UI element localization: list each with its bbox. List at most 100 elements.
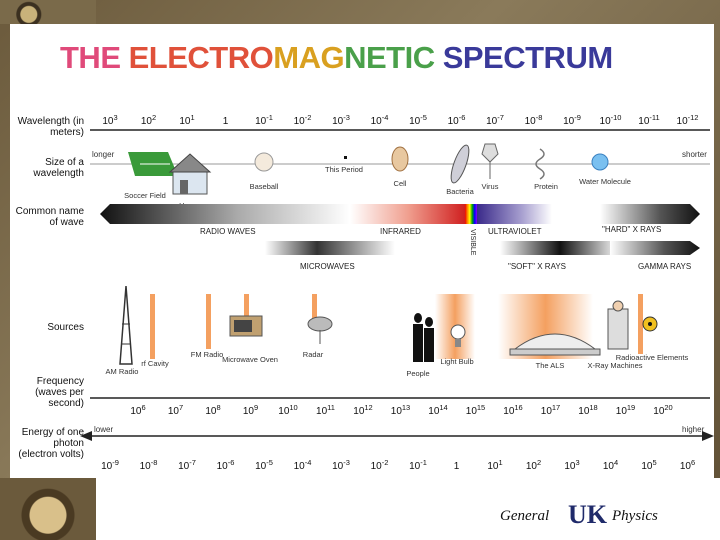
virus-icon [481,143,499,179]
source-label: People [406,369,429,378]
microwave-bar [244,294,249,324]
radio-waves-band [100,204,350,224]
energy-tick: 10-5 [255,458,273,472]
xray-machine-icon [607,300,629,350]
common-name-label: Common name of wave [15,206,84,228]
wavelength-tick: 10-11 [638,113,659,127]
period-icon [344,156,347,159]
source-label: Microwave Oven [222,355,278,364]
wavelength-tick: 103 [102,113,117,127]
radar-dish-icon [307,316,333,344]
energy-arrow-left [80,431,92,441]
microwave-oven-icon [229,315,263,337]
energy-tick: 10-7 [178,458,196,472]
frequency-tick: 1017 [541,403,560,417]
footer: General UK Physics [96,478,720,540]
frequency-tick: 107 [168,403,183,417]
uk-logo: UK [568,500,607,529]
higher-label: higher [682,425,705,434]
source-label: Radioactive Elements [616,353,689,362]
wavelength-tick: 10-7 [486,113,504,127]
baseball-icon [254,152,274,172]
wavelength-tick: 10-9 [563,113,581,127]
title-part: SPECTRUM [442,40,613,75]
title-part: NETIC [344,40,443,75]
energy-tick: 10-4 [294,458,312,472]
wavelength-tick: 10-5 [409,113,427,127]
size-object-label: This Period [325,165,363,174]
house-icon [168,153,212,195]
wave-name-label: MICROWAVES [300,262,355,271]
wave-name-label: RADIO WAVES [200,227,256,236]
wave-name-label: INFRARED [380,227,421,236]
source-label: X-Ray Machines [587,361,642,370]
energy-tick: 101 [487,458,502,472]
protein-icon [535,148,545,180]
size-label: Size of a wavelength [33,157,84,179]
wavelength-tick: 10-1 [255,113,273,127]
frequency-tick: 1013 [391,403,410,417]
wavelength-tick: 10-10 [600,113,622,127]
size-object-label: Virus [482,182,499,191]
wavelength-tick: 10-2 [294,113,312,127]
bacteria-icon [450,144,470,184]
hard-xrays-band [600,204,700,224]
visible-label: VISIBLE [469,229,476,256]
wave-name-label: "SOFT" X RAYS [508,262,566,271]
title-part: THE [60,40,129,75]
spectrum-graphic: 103 102 101 1 10-1 10-2 10-3 10-4 10-5 10-6 10-7 10… [80,113,714,472]
source-label: FM Radio [191,350,224,359]
als-building-icon [509,333,601,356]
wavelength-label: Wavelength (in meters) [17,116,84,138]
source-label: Radar [303,350,324,359]
radar-bar [312,294,317,324]
energy-tick: 102 [526,458,541,472]
energy-arrow-right [702,431,714,441]
frequency-tick: 1011 [316,403,335,417]
frequency-tick: 1010 [278,403,297,417]
wave-name-label: GAMMA RAYS [638,262,691,271]
energy-tick: 104 [603,458,618,472]
wavelength-tick: 10-12 [677,113,699,127]
shorter-label: shorter [682,150,707,159]
frequency-label: Frequency (waves per second) [35,376,84,409]
frequency-tick: 1020 [653,403,672,417]
rf-cavity-label: rf Cavity [141,359,169,368]
people-icon [413,313,434,362]
energy-tick: 105 [641,458,656,472]
wavelength-tick: 10-4 [371,113,389,127]
frequency-tick: 1016 [503,403,522,417]
energy-tick: 10-6 [217,458,235,472]
lower-label: lower [94,425,113,434]
ultraviolet-band [477,204,552,224]
size-object-label: Bacteria [446,187,474,196]
source-label: The ALS [536,361,565,370]
wave-name-label: "HARD" X RAYS [602,225,661,234]
am-radio-tower-icon [119,285,133,365]
energy-tick: 10-1 [409,458,427,472]
light-bulb-icon [450,324,466,347]
soccer-field-icon [128,152,178,176]
visible-band [465,204,477,224]
energy-tick: 103 [564,458,579,472]
frequency-tick: 109 [243,403,258,417]
gamma-rays-band [610,241,700,255]
wavelength-tick: 10-3 [332,113,350,127]
frequency-tick: 108 [205,403,220,417]
footer-general: General [500,508,550,524]
compass-image [0,478,96,540]
energy-label: Energy of one photon (electron volts) [18,427,84,460]
size-object-label: Water Molecule [579,177,631,186]
frequency-tick: 1012 [353,403,372,417]
wavelength-tick: 101 [179,113,194,127]
frequency-tick: 1019 [616,403,635,417]
soft-xrays-band [500,241,620,255]
spectrum-slide: THE ELECTROMAGNETIC SPECTRUM Wavelength … [10,24,714,478]
size-object-label: Baseball [250,182,279,191]
source-label: AM Radio [106,367,139,376]
frequency-tick: 1014 [428,403,447,417]
cell-icon [391,146,409,172]
rf-cavity-bar [150,294,155,359]
radioactive-icon [642,316,658,332]
frequency-tick: 1015 [466,403,485,417]
